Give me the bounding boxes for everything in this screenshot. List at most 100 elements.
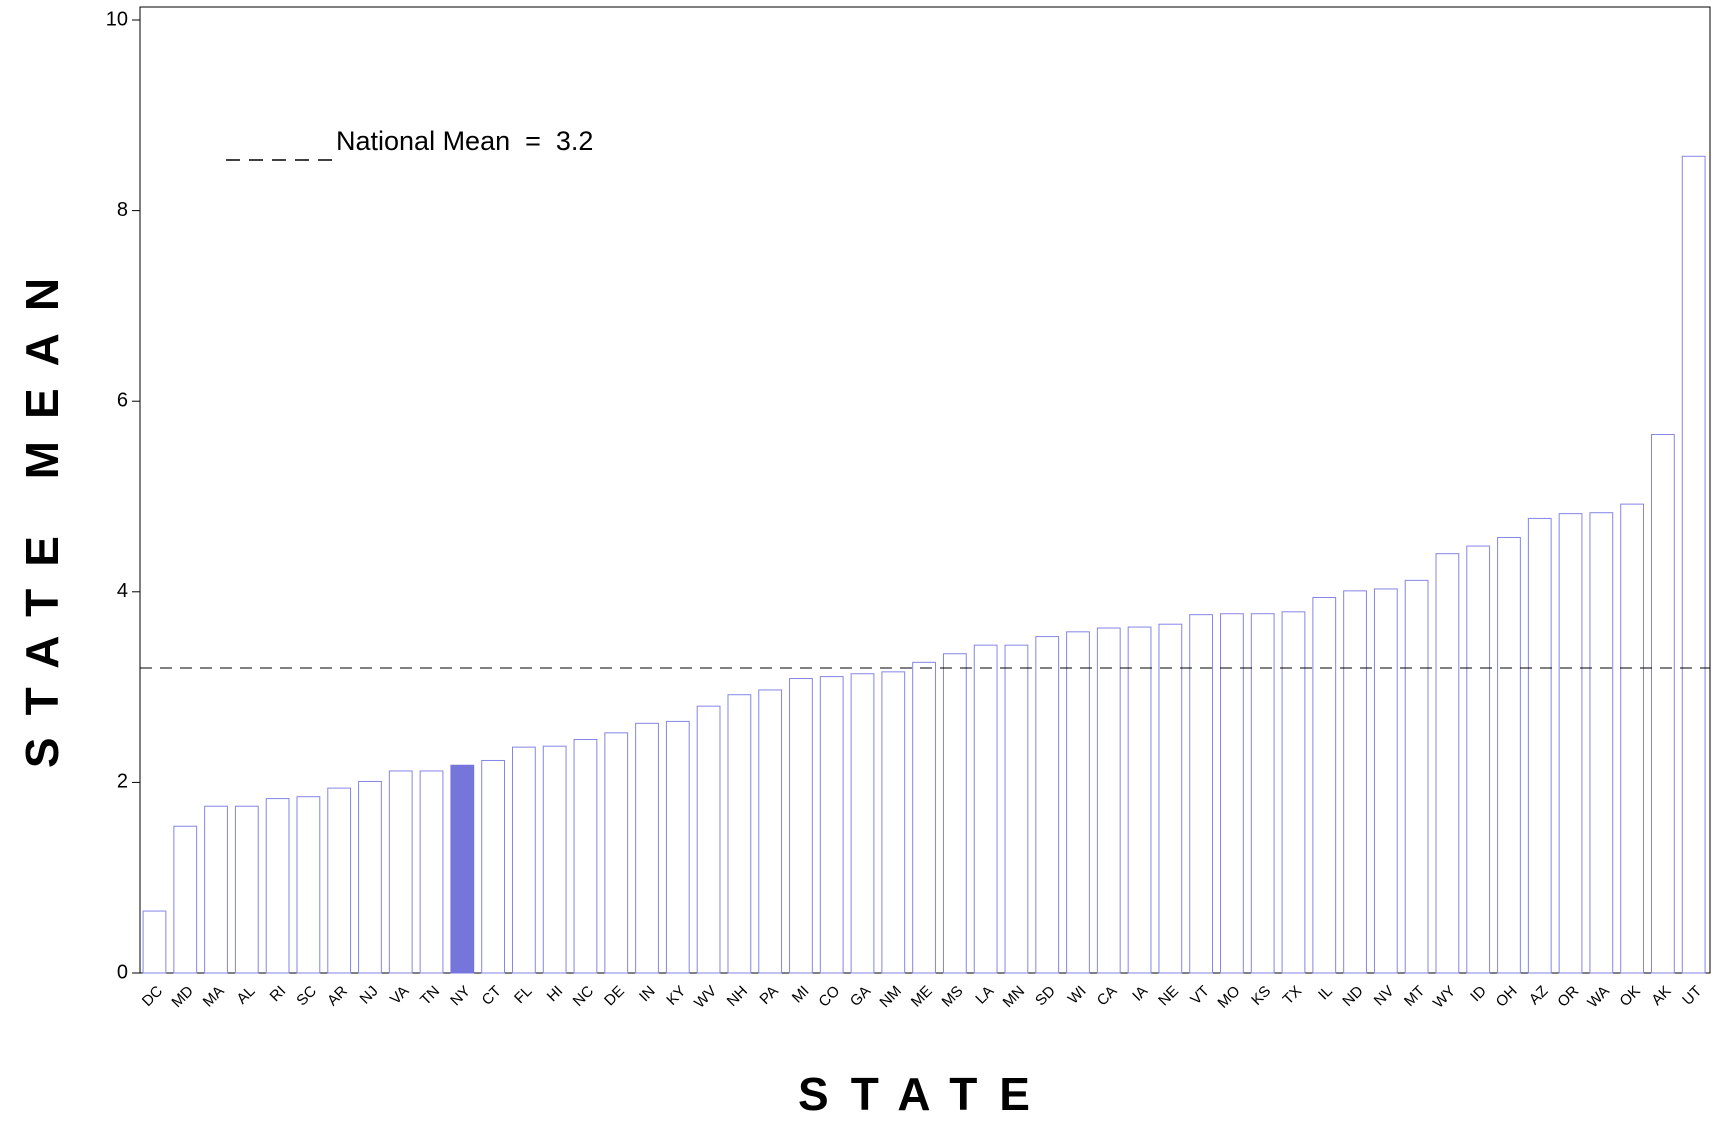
bar: [1127, 626, 1152, 974]
bar: [1589, 512, 1614, 974]
x-tick-label: IN: [636, 983, 659, 1006]
x-tick-label: GA: [847, 983, 874, 1010]
x-tick-label: WV: [691, 983, 720, 1012]
x-tick-label: TN: [417, 983, 443, 1009]
bar: [758, 689, 783, 974]
bar: [850, 673, 875, 974]
bar: [1373, 588, 1398, 974]
bar: [881, 671, 906, 974]
x-tick-label: OK: [1616, 983, 1643, 1010]
bar: [1035, 636, 1060, 974]
x-tick-label: FL: [511, 983, 535, 1007]
bar: [727, 694, 752, 974]
bar: [142, 910, 167, 974]
x-axis-title: STATE: [798, 1068, 1052, 1120]
x-tick-label: CO: [815, 983, 843, 1011]
y-tick-label: 4: [117, 580, 128, 602]
bar: [1466, 545, 1491, 974]
x-tick-label: VT: [1187, 983, 1213, 1009]
bar: [942, 653, 967, 974]
x-tick-label: MD: [168, 982, 197, 1011]
bar: [912, 661, 936, 974]
x-tick-label: CT: [479, 983, 505, 1009]
bar: [173, 825, 198, 974]
x-tick-label: LA: [972, 983, 997, 1008]
x-tick-label: KS: [1248, 983, 1274, 1009]
x-tick-label: NH: [724, 983, 751, 1010]
bar: [1681, 155, 1706, 974]
y-tick-label: 10: [106, 8, 128, 30]
bar: [1220, 613, 1244, 974]
y-tick-label: 0: [117, 961, 128, 983]
bar: [665, 720, 690, 974]
bar: [604, 732, 629, 974]
x-tick-label: TX: [1280, 983, 1306, 1009]
bar: [789, 678, 813, 974]
bar: [265, 798, 290, 974]
bar: [1435, 553, 1460, 974]
bar: [1281, 611, 1306, 974]
x-tick-label: NY: [447, 983, 474, 1010]
bar: [1189, 614, 1214, 974]
bar: [1527, 517, 1552, 974]
x-tick-label: WA: [1584, 983, 1613, 1012]
bar: [204, 805, 228, 974]
bar: [450, 764, 475, 974]
bar: [1558, 513, 1583, 974]
y-tick-label: 2: [117, 771, 128, 793]
bar: [296, 796, 321, 974]
bar: [358, 780, 382, 974]
x-tick-label: DC: [139, 983, 166, 1010]
x-tick-label: OR: [1554, 982, 1582, 1010]
x-tick-label: UT: [1679, 983, 1705, 1009]
x-tick-label: MA: [200, 983, 228, 1011]
bar: [1343, 590, 1367, 974]
y-tick-label: 8: [117, 199, 128, 221]
x-tick-label: SC: [293, 983, 320, 1010]
x-tick-label: WY: [1430, 983, 1459, 1012]
x-tick-label: NC: [570, 983, 597, 1010]
y-axis-title: STATE MEAN: [16, 256, 68, 768]
bar: [635, 722, 659, 974]
bar: [1004, 644, 1029, 974]
bar: [1158, 623, 1183, 974]
x-tick-label: AZ: [1526, 983, 1552, 1009]
x-tick-label: VA: [387, 983, 412, 1008]
bar: [1096, 627, 1121, 974]
legend-label: National Mean = 3.2: [336, 126, 593, 156]
bar: [388, 770, 413, 974]
bar: [327, 787, 352, 974]
x-tick-label: NJ: [357, 983, 382, 1008]
x-tick-label: ID: [1467, 982, 1490, 1005]
x-tick-label: MS: [939, 983, 967, 1011]
bar: [1312, 597, 1337, 974]
bar: [419, 770, 444, 974]
bar: [481, 759, 505, 974]
x-tick-label: MN: [1000, 983, 1029, 1012]
bar: [696, 705, 721, 974]
x-tick-label: ND: [1339, 983, 1366, 1010]
x-tick-label: OH: [1493, 983, 1521, 1011]
x-tick-label: AL: [233, 983, 258, 1008]
y-tick-label: 6: [117, 389, 128, 411]
bar: [1620, 503, 1645, 974]
x-tick-label: MT: [1401, 983, 1428, 1010]
bar: [1651, 434, 1675, 974]
bar: [573, 739, 598, 974]
x-tick-label: CA: [1094, 983, 1121, 1010]
bar: [1404, 579, 1429, 974]
x-tick-label: AR: [324, 983, 351, 1010]
bar: [819, 676, 844, 974]
bar: [1497, 536, 1521, 974]
bar: [511, 746, 536, 974]
bar: [542, 745, 567, 974]
x-tick-label: KY: [663, 983, 689, 1009]
bar: [1066, 631, 1090, 974]
x-tick-label: NV: [1371, 983, 1398, 1010]
x-tick-label: RI: [267, 983, 290, 1006]
x-tick-label: AK: [1648, 983, 1674, 1009]
bar: [234, 805, 259, 974]
x-tick-label: DE: [601, 983, 628, 1010]
x-tick-label: HI: [544, 983, 567, 1006]
